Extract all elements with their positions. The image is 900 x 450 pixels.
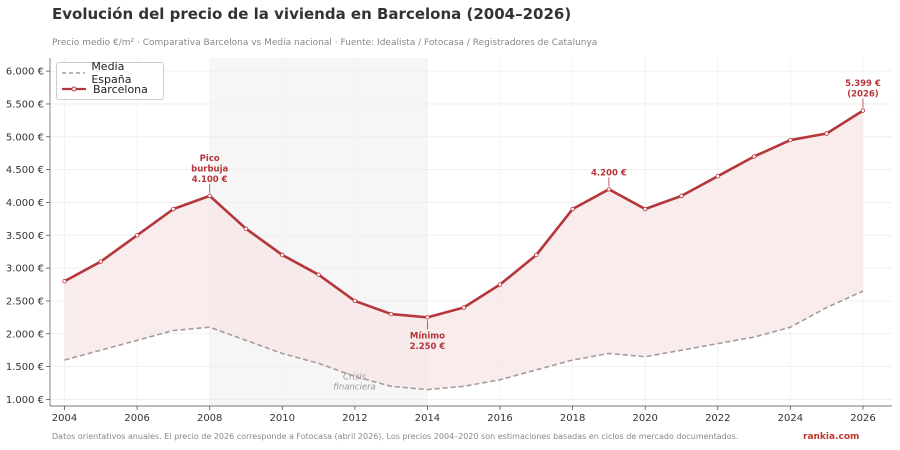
data-point-barcelona [134,233,140,238]
data-point-barcelona [280,252,285,258]
data-point-barcelona [171,206,176,212]
x-tick-label: 2020 [632,413,657,424]
data-point-barcelona [570,206,575,212]
x-tick-label: 2008 [197,413,222,424]
legend-item-espana: Media España [61,60,163,86]
data-point-barcelona [388,311,394,317]
data-point-barcelona [497,282,503,287]
data-point-barcelona [534,252,539,258]
data-point-barcelona [715,173,720,179]
crisis-label: Crisis [343,373,367,383]
data-point-barcelona [606,187,612,192]
x-tick-label: 2018 [560,413,585,424]
x-tick-label: 2014 [415,413,440,424]
y-tick-label: 2.000 € [6,329,44,340]
y-tick-label: 5.500 € [6,99,44,110]
series-line-espana [64,290,864,391]
data-point-barcelona [461,305,466,310]
data-point-barcelona [316,272,321,277]
y-tick-label: 3.500 € [6,231,44,242]
y-tick-label: 4.500 € [6,165,44,176]
data-point-barcelona [860,108,866,113]
chart-subtitle: Precio medio €/m² · Comparativa Barcelon… [52,38,598,48]
annotation-label: Pico [200,154,220,164]
y-tick-label: 5.000 € [6,132,44,143]
area-between-series [64,110,863,390]
annotation-label: Mínimo [410,331,445,341]
legend-swatch-barcelona [62,86,86,92]
data-point-barcelona [98,259,104,264]
x-tick-label: 2004 [52,413,77,424]
chart-title: Evolución del precio de la vivienda en B… [52,5,572,23]
data-point-barcelona [751,154,757,159]
y-tick-label: 1.500 € [6,362,44,373]
data-point-barcelona [679,193,684,199]
x-tick-label: 2022 [705,413,730,424]
legend-swatch-espana [62,72,86,74]
annotation-label: (2026) [847,90,879,100]
x-tick-label: 2016 [487,413,512,424]
y-tick-label: 6.000 € [6,67,44,78]
footer-brand: rankia.com [803,432,860,442]
data-point-barcelona [207,193,212,199]
annotation-label: burbuja [191,164,228,174]
x-tick-label: 2012 [342,413,367,424]
x-tick-label: 2006 [124,413,149,424]
legend-label-barcelona: Barcelona [93,82,148,96]
y-tick-label: 2.500 € [6,296,44,307]
data-point-barcelona [425,315,430,320]
x-tick-label: 2026 [850,413,875,424]
annotation-label: 4.200 € [591,168,627,178]
y-tick-label: 1.000 € [6,395,44,406]
data-point-barcelona [62,279,67,284]
y-tick-label: 3.000 € [6,264,44,275]
footer-note: Datos orientativos anuales. El precio de… [52,432,739,441]
legend-item-barcelona: Barcelona [61,81,148,97]
legend-label-espana: Media España [91,60,132,86]
data-point-barcelona [643,206,648,212]
data-point-barcelona [824,131,829,136]
annotation-label: 4.100 € [192,175,228,185]
y-tick-label: 4.000 € [6,198,44,209]
x-tick-label: 2010 [270,413,295,424]
x-tick-label: 2024 [778,413,803,424]
data-point-barcelona [788,137,793,143]
legend: Media España Barcelona [56,60,164,100]
data-point-barcelona [243,226,249,231]
annotation-label: 5.399 € [845,79,881,89]
annotation-label: 2.250 € [410,342,446,352]
data-point-barcelona [352,298,358,304]
crisis-label: financiera [333,383,375,393]
